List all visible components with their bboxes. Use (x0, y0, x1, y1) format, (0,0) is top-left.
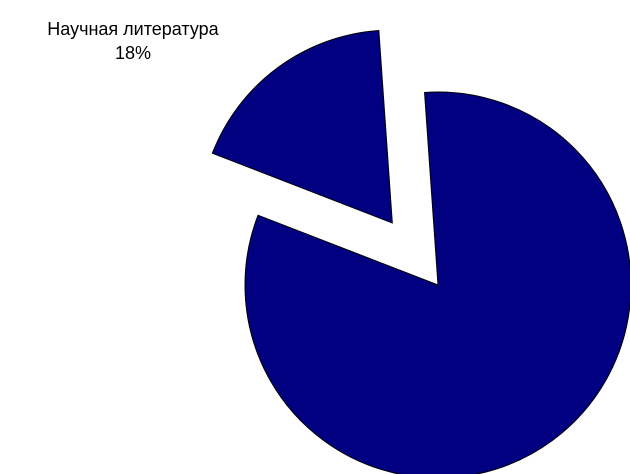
slice-label-name: Научная литература (47, 19, 219, 39)
slice-label-nauchnaya-literatura: Научная литература 18% (0, 17, 266, 65)
pie-slice-0 (211, 29, 393, 224)
slice-label-percent: 18% (114, 43, 152, 63)
pie-slice-1 (244, 91, 630, 474)
